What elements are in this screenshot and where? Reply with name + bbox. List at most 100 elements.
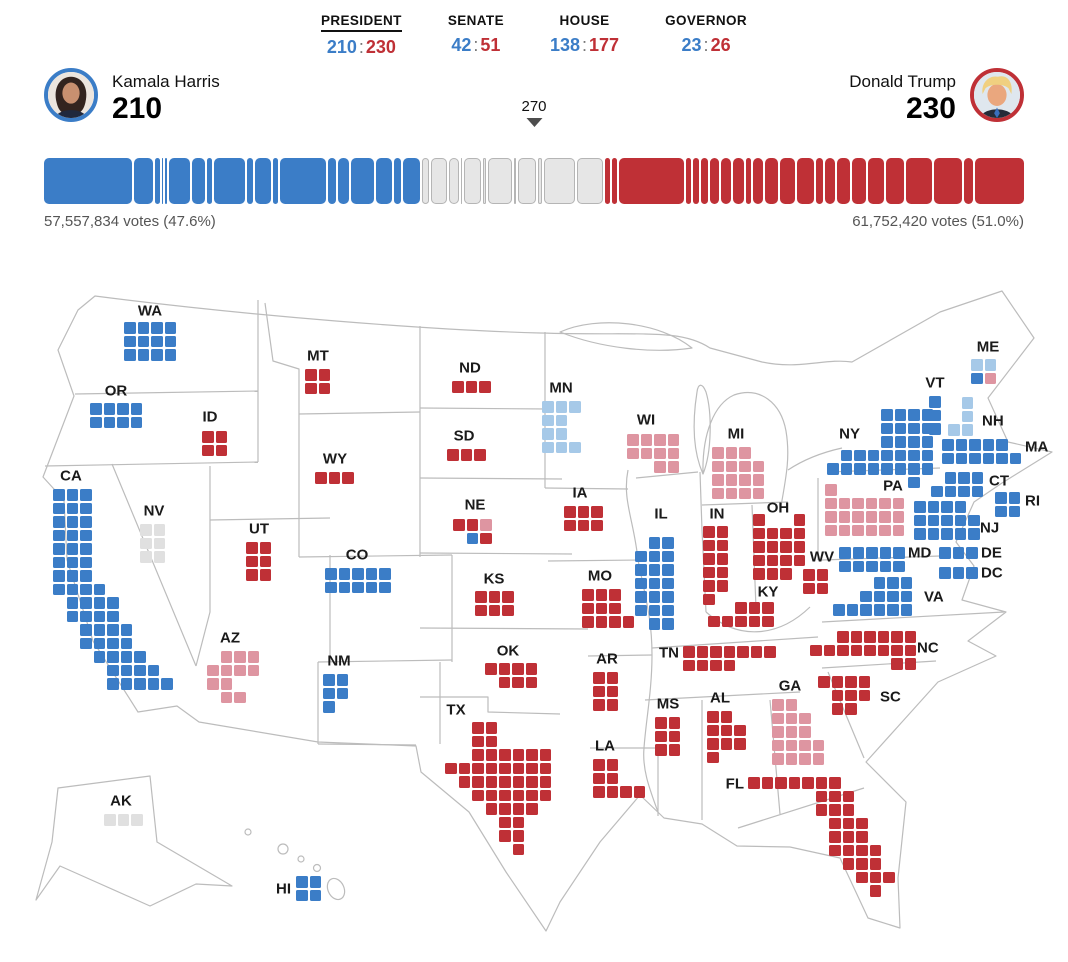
bar-segment-dem[interactable] bbox=[165, 158, 168, 204]
bar-segment-rep[interactable] bbox=[975, 158, 1024, 204]
ev-square-AR bbox=[606, 685, 618, 697]
ev-square-WV bbox=[803, 582, 815, 594]
bar-segment-rep[interactable] bbox=[685, 158, 691, 204]
bar-segment-tossup[interactable] bbox=[577, 158, 604, 204]
bar-segment-rep[interactable] bbox=[779, 158, 795, 204]
ev-square-DE bbox=[952, 547, 964, 559]
bar-segment-dem[interactable] bbox=[192, 158, 206, 204]
tab-label[interactable]: GOVERNOR bbox=[665, 13, 748, 28]
ev-square-NY bbox=[894, 463, 906, 475]
threshold-marker: 270 bbox=[521, 98, 547, 127]
bar-segment-rep[interactable] bbox=[963, 158, 974, 204]
bar-segment-dem[interactable] bbox=[44, 158, 132, 204]
ev-square-TX bbox=[512, 843, 524, 855]
ev-square-NY bbox=[921, 409, 933, 421]
bar-segment-rep[interactable] bbox=[851, 158, 867, 204]
bar-segment-dem[interactable] bbox=[161, 158, 164, 204]
tab-house[interactable]: HOUSE 138:177 bbox=[550, 12, 619, 58]
bar-segment-tossup[interactable] bbox=[482, 158, 486, 204]
ev-square-WY bbox=[328, 472, 340, 484]
ev-square-MD bbox=[893, 560, 905, 572]
bar-segment-dem[interactable] bbox=[402, 158, 421, 204]
bar-segment-dem[interactable] bbox=[169, 158, 191, 204]
harris-avatar bbox=[44, 68, 98, 122]
bar-segment-rep[interactable] bbox=[692, 158, 700, 204]
ev-square-FL bbox=[883, 871, 895, 883]
bar-segment-dem[interactable] bbox=[133, 158, 153, 204]
ev-square-IN bbox=[703, 566, 715, 578]
ev-square-OR bbox=[117, 403, 129, 415]
bar-segment-rep[interactable] bbox=[934, 158, 962, 204]
bar-segment-tossup[interactable] bbox=[514, 158, 516, 204]
bar-segment-dem[interactable] bbox=[214, 158, 245, 204]
ev-square-KS bbox=[475, 604, 487, 616]
ev-square-TX bbox=[472, 735, 484, 747]
bar-segment-dem[interactable] bbox=[337, 158, 350, 204]
bar-segment-rep[interactable] bbox=[746, 158, 752, 204]
state-label-CO: CO bbox=[345, 546, 369, 564]
ev-square-NJ bbox=[941, 514, 953, 526]
bar-segment-dem[interactable] bbox=[327, 158, 336, 204]
bar-segment-rep[interactable] bbox=[906, 158, 933, 204]
ev-square-NM bbox=[323, 701, 335, 713]
ev-square-OR bbox=[130, 416, 142, 428]
ev-square-TX bbox=[526, 776, 538, 788]
tab-label[interactable]: HOUSE bbox=[559, 13, 610, 28]
ev-square-TN bbox=[683, 646, 695, 658]
bar-segment-rep[interactable] bbox=[753, 158, 763, 204]
bar-segment-rep[interactable] bbox=[816, 158, 823, 204]
bar-segment-rep[interactable] bbox=[764, 158, 778, 204]
bar-segment-rep[interactable] bbox=[605, 158, 611, 204]
bar-segment-dem[interactable] bbox=[154, 158, 160, 204]
bar-segment-dem[interactable] bbox=[394, 158, 401, 204]
bar-segment-tossup[interactable] bbox=[537, 158, 543, 204]
ev-square-MO bbox=[582, 602, 594, 614]
bar-segment-tossup[interactable] bbox=[464, 158, 481, 204]
ev-square-MN bbox=[542, 428, 554, 440]
bar-segment-rep[interactable] bbox=[886, 158, 905, 204]
tab-score-colon: : bbox=[358, 37, 364, 57]
bar-segment-dem[interactable] bbox=[351, 158, 374, 204]
tab-governor[interactable]: GOVERNOR 23:26 bbox=[665, 12, 747, 58]
ev-square-OH bbox=[753, 568, 765, 580]
ev-square-NE bbox=[480, 519, 492, 531]
bar-segment-rep[interactable] bbox=[721, 158, 732, 204]
ev-square-IL bbox=[662, 564, 674, 576]
bar-segment-rep[interactable] bbox=[796, 158, 815, 204]
bar-segment-tossup[interactable] bbox=[460, 158, 463, 204]
bar-segment-tossup[interactable] bbox=[430, 158, 448, 204]
bar-segment-dem[interactable] bbox=[246, 158, 254, 204]
bar-segment-tossup[interactable] bbox=[544, 158, 576, 204]
bar-segment-dem[interactable] bbox=[255, 158, 272, 204]
bar-segment-rep[interactable] bbox=[612, 158, 617, 204]
ev-square-PA bbox=[892, 497, 904, 509]
bar-segment-tossup[interactable] bbox=[449, 158, 459, 204]
tab-president[interactable]: PRESIDENT 210:230 bbox=[320, 12, 402, 58]
ev-square-FL bbox=[775, 777, 787, 789]
ev-square-RI bbox=[995, 505, 1007, 517]
ev-square-MA bbox=[996, 439, 1008, 451]
tab-senate[interactable]: SENATE 42:51 bbox=[448, 12, 504, 58]
tab-label[interactable]: PRESIDENT bbox=[320, 13, 402, 32]
ev-square-PA bbox=[838, 511, 850, 523]
ev-square-KS bbox=[475, 591, 487, 603]
bar-segment-rep[interactable] bbox=[709, 158, 720, 204]
bar-segment-dem[interactable] bbox=[273, 158, 279, 204]
ev-square-CA bbox=[53, 529, 65, 541]
bar-segment-rep[interactable] bbox=[868, 158, 885, 204]
bar-segment-rep[interactable] bbox=[701, 158, 708, 204]
ev-square-WI bbox=[667, 434, 679, 446]
bar-segment-tossup[interactable] bbox=[422, 158, 429, 204]
bar-segment-rep[interactable] bbox=[824, 158, 835, 204]
bar-segment-dem[interactable] bbox=[375, 158, 393, 204]
bar-segment-rep[interactable] bbox=[733, 158, 745, 204]
bar-segment-dem[interactable] bbox=[280, 158, 326, 204]
ev-square-DE bbox=[966, 547, 978, 559]
ev-square-VA bbox=[887, 590, 899, 602]
bar-segment-rep[interactable] bbox=[618, 158, 684, 204]
bar-segment-dem[interactable] bbox=[207, 158, 212, 204]
bar-segment-rep[interactable] bbox=[836, 158, 850, 204]
bar-segment-tossup[interactable] bbox=[517, 158, 536, 204]
tab-label[interactable]: SENATE bbox=[447, 13, 504, 28]
bar-segment-tossup[interactable] bbox=[487, 158, 513, 204]
